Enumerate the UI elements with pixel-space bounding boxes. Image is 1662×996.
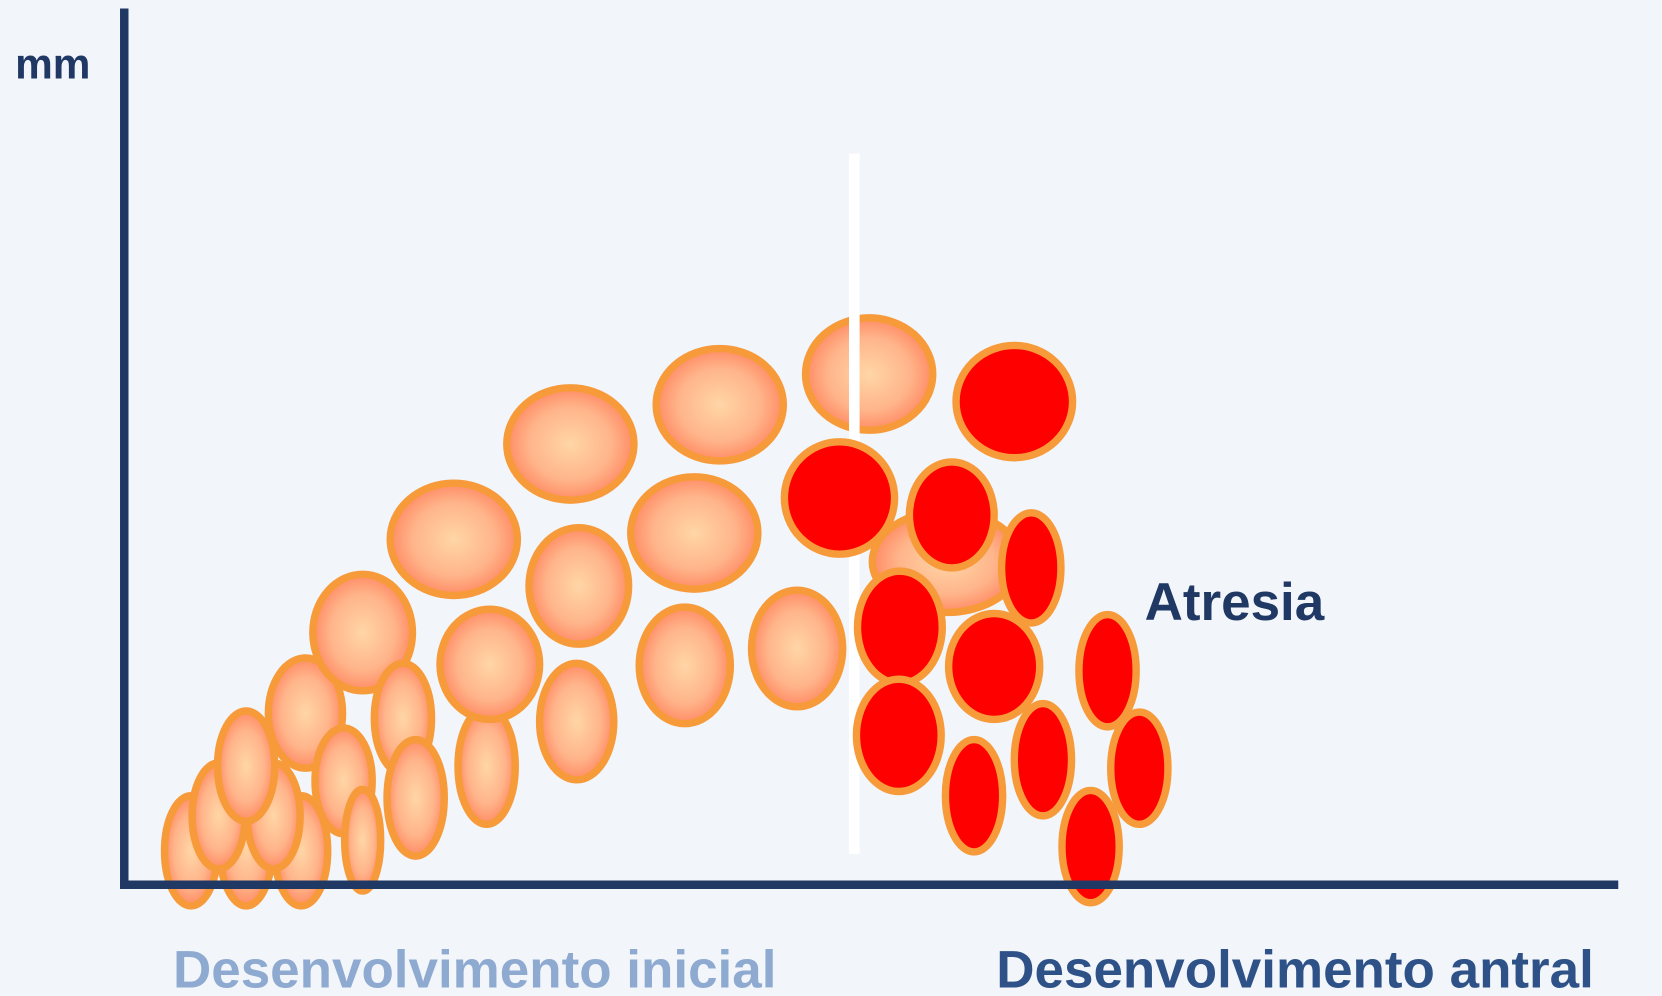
atretic-follicle <box>949 613 1040 719</box>
follicle <box>390 483 517 595</box>
atretic-follicle <box>945 740 1002 852</box>
follicle <box>507 388 634 500</box>
atretic-follicle <box>857 571 942 683</box>
atresia-label: Atresia <box>1145 573 1325 632</box>
follicle <box>529 528 629 645</box>
follicle <box>540 663 614 780</box>
atretic-follicle <box>1014 704 1071 816</box>
follicle <box>387 740 444 857</box>
follicle <box>639 607 730 724</box>
atretic-follicle <box>1111 712 1168 824</box>
follicle <box>656 349 783 461</box>
follicle <box>752 590 843 707</box>
follicle <box>806 318 933 430</box>
atretic-follicle <box>856 679 941 791</box>
atretic-follicle <box>956 345 1073 457</box>
atretic-follicle <box>1079 615 1136 727</box>
follicle <box>458 708 515 825</box>
atretic-follicle <box>909 462 994 568</box>
follicle <box>345 789 381 891</box>
atretic-follicle <box>1002 513 1061 623</box>
phase-antral-label: Desenvolvimento antral <box>996 941 1594 996</box>
y-axis-label: mm <box>15 40 90 87</box>
phase-initial-label: Desenvolvimento inicial <box>173 941 776 996</box>
follicle <box>631 477 758 589</box>
follicle-diagram: mm Atresia Desenvolvimento inicial Desen… <box>0 0 1662 996</box>
follicle <box>440 609 540 719</box>
page: mm Atresia Desenvolvimento inicial Desen… <box>0 0 1662 996</box>
atretic-follicle <box>784 442 894 554</box>
